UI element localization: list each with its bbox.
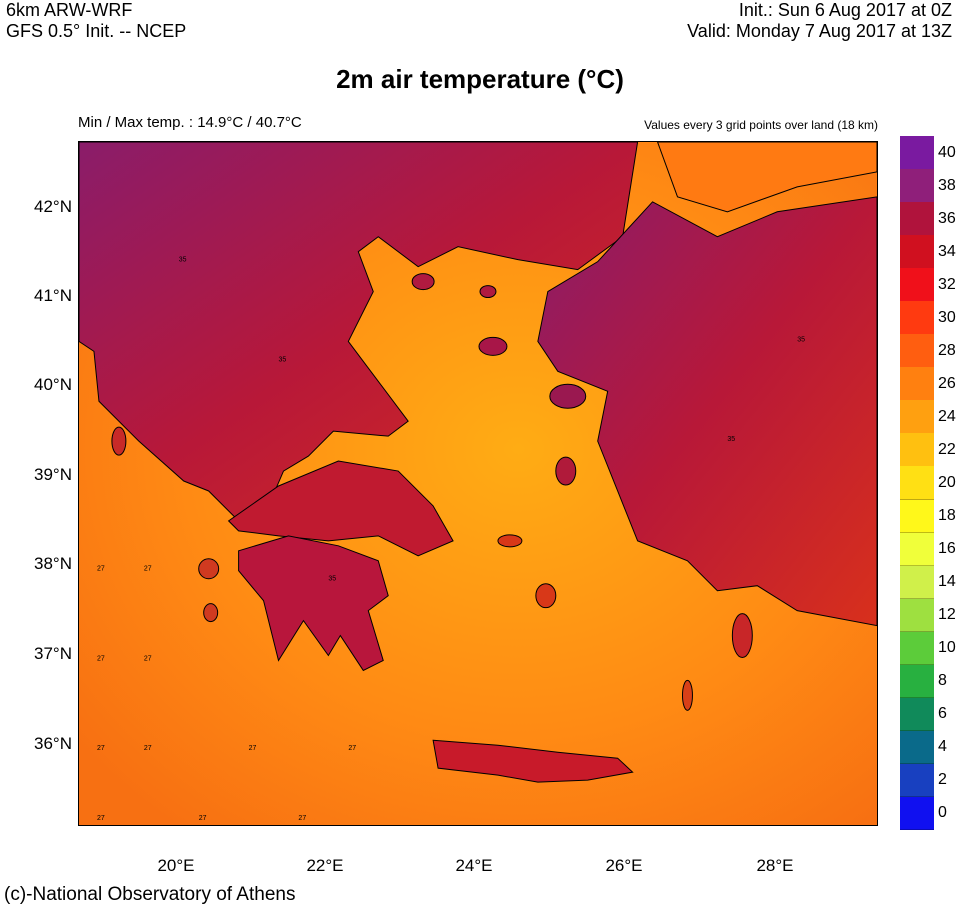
land-central-greece xyxy=(227,460,454,557)
init-time-label: Init.: Sun 6 Aug 2017 at 0Z xyxy=(738,0,952,20)
model-label: 6km ARW-WRF xyxy=(6,0,133,20)
lon-label-24: 24°E xyxy=(455,856,493,875)
land-lesbos xyxy=(549,383,587,409)
color-legend xyxy=(900,136,934,831)
sea-value-label: 27 xyxy=(144,745,152,752)
legend-label: 34 xyxy=(938,242,956,260)
legend-swatch xyxy=(900,136,934,170)
temperature-map: 27 27 27 27 27 27 27 27 27 27 27 35 35 3… xyxy=(78,141,878,826)
land-value-label: 35 xyxy=(279,356,287,363)
lat-label-36: 36°N xyxy=(34,734,72,753)
land-rhodes xyxy=(731,613,753,658)
valid-time-label: Valid: Monday 7 Aug 2017 at 13Z xyxy=(687,21,952,41)
sea-value-label: 27 xyxy=(144,566,152,573)
sea-value-label: 27 xyxy=(97,655,105,662)
legend-label: 20 xyxy=(938,474,956,491)
legend-swatch xyxy=(900,631,934,666)
legend-label: 0 xyxy=(938,804,947,822)
lon-label-26: 26°E xyxy=(605,856,643,875)
lat-label-40: 40°N xyxy=(34,375,72,394)
legend-swatch xyxy=(900,433,934,467)
sea-value-label: 27 xyxy=(97,566,105,573)
land-value-label: 35 xyxy=(727,436,735,443)
lat-label-37: 37°N xyxy=(34,644,72,663)
legend-swatch xyxy=(900,235,934,269)
sea-marmara xyxy=(657,142,877,213)
lat-label-39: 39°N xyxy=(34,465,72,484)
land-naxos xyxy=(535,583,557,609)
land-kefalonia xyxy=(198,558,220,580)
lon-label-28: 28°E xyxy=(756,856,794,875)
map-title: 2m air temperature (°C) xyxy=(336,64,624,94)
legend-label: 18 xyxy=(938,507,956,525)
legend-swatch xyxy=(900,499,934,534)
sea-value-label: 27 xyxy=(199,815,207,822)
legend-label: 36 xyxy=(938,209,956,227)
land-lemnos xyxy=(478,336,508,356)
sea-value-label: 27 xyxy=(144,655,152,662)
legend-label: 24 xyxy=(938,407,956,425)
legend-swatch xyxy=(900,532,934,567)
legend-swatch xyxy=(900,796,934,831)
credit-label: (c)-National Observatory of Athens xyxy=(4,884,296,905)
land-value-label: 35 xyxy=(328,576,336,583)
land-corfu xyxy=(111,426,127,456)
land-andros xyxy=(497,534,523,548)
lat-label-42: 42°N xyxy=(34,197,72,216)
legend-swatch xyxy=(900,598,934,633)
legend-label: 26 xyxy=(938,374,956,392)
land-anatolia xyxy=(537,196,877,627)
sea-value-label: 27 xyxy=(348,745,356,752)
lon-label-22: 22°E xyxy=(306,856,344,875)
legend-label: 2 xyxy=(938,771,947,789)
land-value-label: 35 xyxy=(179,257,187,264)
lat-label-38: 38°N xyxy=(34,554,72,573)
init-source-label: GFS 0.5° Init. -- NCEP xyxy=(6,21,187,41)
lon-label-20: 20°E xyxy=(157,856,195,875)
grid-note-label: Values every 3 grid points over land (18… xyxy=(644,118,878,132)
legend-label: 16 xyxy=(938,540,956,558)
legend-swatch xyxy=(900,697,934,732)
legend-swatch xyxy=(900,565,934,600)
legend-swatch xyxy=(900,763,934,798)
legend-swatch xyxy=(900,367,934,401)
land-peloponnese xyxy=(238,535,389,672)
legend-label: 32 xyxy=(938,275,956,293)
legend-swatch xyxy=(900,730,934,765)
legend-label: 6 xyxy=(938,705,947,723)
legend-swatch xyxy=(900,664,934,699)
legend-swatch xyxy=(900,301,934,335)
legend-label: 22 xyxy=(938,440,956,458)
land-chios xyxy=(555,456,577,486)
sea-value-label: 27 xyxy=(97,815,105,822)
lat-label-41: 41°N xyxy=(34,286,72,305)
sea-value-label: 27 xyxy=(97,745,105,752)
legend-label: 8 xyxy=(938,672,947,690)
legend-swatch xyxy=(900,202,934,236)
land-balkans xyxy=(79,142,639,522)
land-thasos xyxy=(411,273,435,291)
min-max-label: Min / Max temp. : 14.9°C / 40.7°C xyxy=(78,114,302,131)
legend-swatch xyxy=(900,400,934,434)
legend-label: 40 xyxy=(938,143,956,161)
legend-label: 12 xyxy=(938,606,956,624)
land-karpathos xyxy=(681,679,693,711)
legend-swatch xyxy=(900,334,934,368)
legend-label: 30 xyxy=(938,308,956,326)
land-crete xyxy=(432,739,634,783)
land-value-label: 35 xyxy=(797,336,805,343)
legend-label: 4 xyxy=(938,738,947,756)
land-samothrace xyxy=(479,285,497,299)
legend-swatch xyxy=(900,466,934,501)
legend-label: 38 xyxy=(938,176,956,194)
legend-swatch xyxy=(900,169,934,203)
legend-label: 28 xyxy=(938,341,956,359)
legend-label: 14 xyxy=(938,573,956,591)
sea-value-label: 27 xyxy=(298,815,306,822)
legend-label: 10 xyxy=(938,639,956,657)
land-zakynthos xyxy=(203,603,219,623)
sea-value-label: 27 xyxy=(249,745,257,752)
legend-swatch xyxy=(900,268,934,302)
